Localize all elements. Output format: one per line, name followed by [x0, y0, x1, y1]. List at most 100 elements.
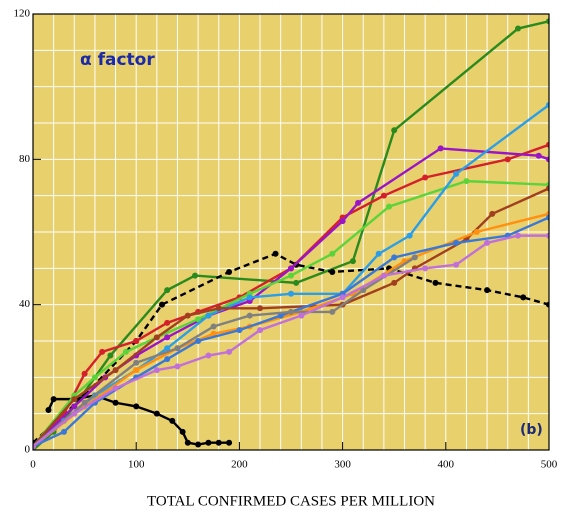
point — [112, 367, 119, 374]
point — [164, 356, 171, 363]
point — [133, 359, 140, 366]
point — [380, 272, 387, 279]
point — [205, 312, 212, 319]
point — [159, 301, 165, 308]
point — [226, 439, 233, 446]
point — [179, 428, 186, 435]
point — [484, 239, 491, 246]
point — [288, 265, 294, 272]
point — [453, 261, 460, 268]
point — [391, 279, 398, 286]
point — [112, 399, 119, 406]
point — [91, 374, 98, 381]
point — [99, 348, 106, 355]
point — [153, 334, 160, 341]
point — [391, 254, 398, 261]
point — [153, 410, 160, 417]
annotation: α factor — [80, 50, 155, 70]
point — [520, 294, 527, 301]
point — [164, 287, 171, 294]
point — [164, 345, 171, 352]
point — [133, 403, 140, 410]
point — [349, 258, 356, 265]
point — [515, 25, 522, 32]
point — [422, 265, 429, 272]
point — [546, 232, 549, 239]
point — [184, 312, 191, 319]
point — [122, 348, 129, 355]
annotation: (b) — [520, 422, 543, 438]
point — [339, 294, 346, 301]
point — [437, 145, 444, 152]
point — [195, 441, 202, 448]
point — [546, 141, 549, 148]
point — [453, 239, 460, 246]
point — [210, 323, 217, 330]
point — [453, 170, 460, 177]
series-line — [33, 143, 549, 448]
point — [50, 396, 57, 403]
point — [288, 290, 294, 297]
point — [133, 367, 140, 374]
series-group — [33, 18, 549, 450]
point — [288, 308, 294, 315]
point — [112, 385, 119, 392]
x-tick-label: 200 — [231, 459, 248, 471]
point — [226, 348, 233, 355]
point — [81, 370, 88, 377]
point — [375, 250, 382, 257]
y-tick-label: 120 — [14, 8, 31, 20]
y-tick-label: 80 — [19, 153, 31, 165]
point — [546, 301, 549, 308]
x-tick-label: 0 — [30, 459, 36, 471]
point — [422, 174, 429, 181]
point — [535, 152, 542, 159]
point — [380, 192, 387, 199]
point — [246, 312, 253, 319]
point — [226, 268, 233, 275]
point — [184, 439, 191, 446]
point — [298, 312, 305, 319]
point — [489, 210, 496, 217]
point — [406, 232, 413, 239]
point — [484, 287, 491, 294]
point — [71, 410, 78, 417]
point — [71, 403, 78, 410]
point — [272, 250, 279, 257]
point — [174, 363, 181, 370]
point — [329, 250, 336, 257]
point — [329, 308, 336, 315]
x-axis-label: TOTAL CONFIRMED CASES PER MILLION — [147, 493, 435, 509]
point — [546, 185, 549, 192]
point — [246, 294, 253, 301]
point — [71, 396, 78, 403]
x-tick-label: 300 — [334, 459, 351, 471]
point — [107, 352, 114, 359]
point — [329, 268, 336, 275]
point — [473, 229, 480, 235]
point — [463, 178, 470, 185]
point — [504, 156, 511, 163]
series-line — [33, 256, 416, 448]
point — [411, 254, 418, 261]
point — [81, 399, 88, 406]
point — [515, 232, 522, 239]
series-line — [33, 179, 549, 448]
point — [153, 367, 160, 374]
point — [546, 101, 549, 108]
point — [386, 203, 393, 210]
point — [60, 428, 67, 435]
point — [546, 18, 549, 25]
point — [195, 316, 202, 323]
point — [164, 334, 171, 341]
point — [432, 279, 439, 286]
point — [205, 439, 212, 446]
point — [205, 352, 212, 359]
point — [546, 214, 549, 221]
point — [169, 417, 176, 424]
point — [546, 156, 549, 163]
point — [133, 338, 140, 344]
point — [192, 272, 199, 279]
point — [293, 279, 300, 286]
point — [339, 218, 346, 225]
